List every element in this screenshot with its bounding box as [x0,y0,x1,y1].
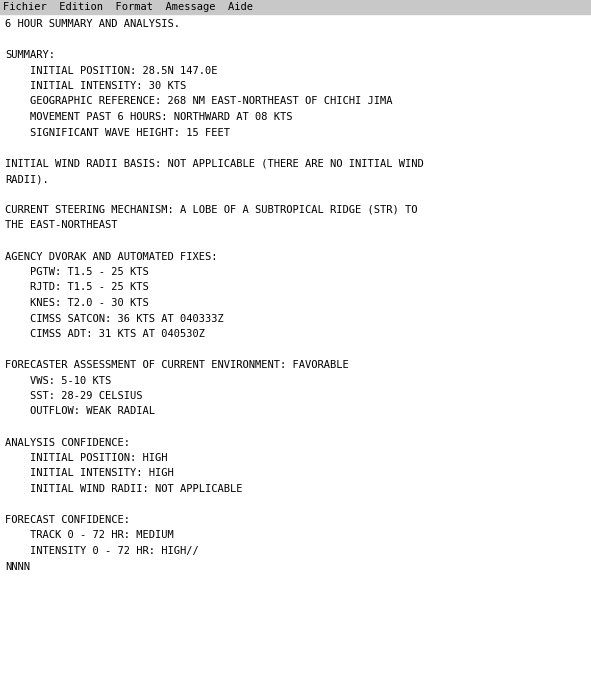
Text: CIMSS ADT: 31 KTS AT 040530Z: CIMSS ADT: 31 KTS AT 040530Z [5,329,205,339]
Text: RJTD: T1.5 - 25 KTS: RJTD: T1.5 - 25 KTS [5,283,149,293]
Text: MOVEMENT PAST 6 HOURS: NORTHWARD AT 08 KTS: MOVEMENT PAST 6 HOURS: NORTHWARD AT 08 K… [5,112,293,122]
Bar [0,0,591,14]
Text: VWS: 5-10 KTS: VWS: 5-10 KTS [5,376,111,386]
Text: PGTW: T1.5 - 25 KTS: PGTW: T1.5 - 25 KTS [5,267,149,277]
Text: ANALYSIS CONFIDENCE:: ANALYSIS CONFIDENCE: [5,437,130,448]
Text: CIMSS SATCON: 36 KTS AT 040333Z: CIMSS SATCON: 36 KTS AT 040333Z [5,314,224,324]
Text: FORECAST CONFIDENCE:: FORECAST CONFIDENCE: [5,515,130,525]
Text: SIGNIFICANT WAVE HEIGHT: 15 FEET: SIGNIFICANT WAVE HEIGHT: 15 FEET [5,127,230,137]
Text: INITIAL WIND RADII: NOT APPLICABLE: INITIAL WIND RADII: NOT APPLICABLE [5,484,242,494]
Text: THE EAST-NORTHEAST: THE EAST-NORTHEAST [5,221,118,230]
Text: NNNN: NNNN [5,561,30,571]
Text: CURRENT STEERING MECHANISM: A LOBE OF A SUBTROPICAL RIDGE (STR) TO: CURRENT STEERING MECHANISM: A LOBE OF A … [5,205,417,215]
Text: OUTFLOW: WEAK RADIAL: OUTFLOW: WEAK RADIAL [5,406,155,417]
Text: INTENSITY 0 - 72 HR: HIGH//: INTENSITY 0 - 72 HR: HIGH// [5,546,199,556]
Text: SUMMARY:: SUMMARY: [5,50,55,60]
Text: 6 HOUR SUMMARY AND ANALYSIS.: 6 HOUR SUMMARY AND ANALYSIS. [5,19,180,29]
Text: INITIAL POSITION: 28.5N 147.0E: INITIAL POSITION: 28.5N 147.0E [5,65,217,75]
Text: KNES: T2.0 - 30 KTS: KNES: T2.0 - 30 KTS [5,298,149,308]
Text: INITIAL WIND RADII BASIS: NOT APPLICABLE (THERE ARE NO INITIAL WIND: INITIAL WIND RADII BASIS: NOT APPLICABLE… [5,159,424,168]
Text: SST: 28-29 CELSIUS: SST: 28-29 CELSIUS [5,391,142,401]
Text: INITIAL POSITION: HIGH: INITIAL POSITION: HIGH [5,453,167,463]
Text: FORECASTER ASSESSMENT OF CURRENT ENVIRONMENT: FAVORABLE: FORECASTER ASSESSMENT OF CURRENT ENVIRON… [5,360,349,370]
Text: INITIAL INTENSITY: 30 KTS: INITIAL INTENSITY: 30 KTS [5,81,186,91]
Text: RADII).: RADII). [5,174,48,184]
Text: TRACK 0 - 72 HR: MEDIUM: TRACK 0 - 72 HR: MEDIUM [5,530,174,540]
Text: INITIAL INTENSITY: HIGH: INITIAL INTENSITY: HIGH [5,468,174,479]
Text: GEOGRAPHIC REFERENCE: 268 NM EAST-NORTHEAST OF CHICHI JIMA: GEOGRAPHIC REFERENCE: 268 NM EAST-NORTHE… [5,96,392,106]
Text: Fichier  Edition  Format  Amessage  Aide: Fichier Edition Format Amessage Aide [3,2,253,12]
Text: AGENCY DVORAK AND AUTOMATED FIXES:: AGENCY DVORAK AND AUTOMATED FIXES: [5,252,217,262]
